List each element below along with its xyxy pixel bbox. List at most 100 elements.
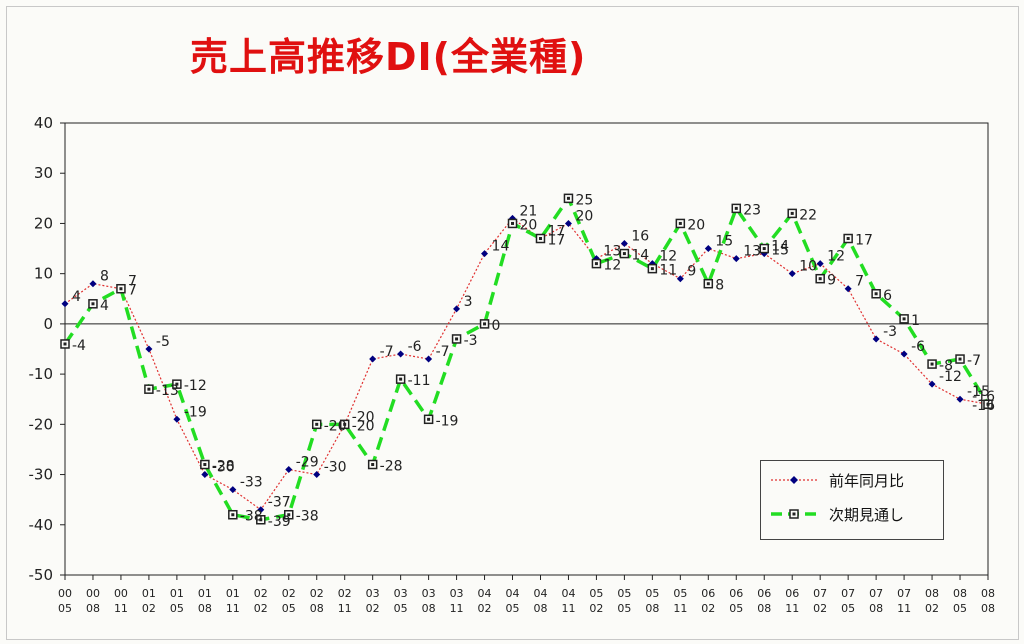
series-1-data-label: 8 xyxy=(100,269,109,285)
series-1-data-label: 13 xyxy=(743,244,761,260)
series-2-data-label: 0 xyxy=(492,318,501,334)
series-1-data-label: 13 xyxy=(603,244,621,260)
series-2-point-center xyxy=(678,221,682,225)
series-1-data-label: 3 xyxy=(464,294,473,310)
series-2-point-center xyxy=(427,417,431,421)
x-tick-label-year: 07 xyxy=(897,587,911,600)
series-1-point xyxy=(61,300,69,308)
x-tick-label-month: 08 xyxy=(981,602,995,615)
series-1-data-label: -29 xyxy=(296,455,319,471)
series-1-data-label: -7 xyxy=(436,344,450,360)
series-1-point xyxy=(872,335,880,343)
series-2-data-label: -7 xyxy=(967,353,981,369)
x-tick-label-month: 11 xyxy=(561,602,575,615)
x-tick-label-month: 11 xyxy=(338,602,352,615)
x-tick-label-month: 05 xyxy=(953,602,967,615)
series-2-data-label: 22 xyxy=(799,207,817,223)
x-tick-label-month: 05 xyxy=(282,602,296,615)
x-tick-label-year: 08 xyxy=(981,587,995,600)
series-1-data-label: 10 xyxy=(799,259,817,275)
series-1-point xyxy=(397,350,405,358)
series-2-data-label: 4 xyxy=(100,298,109,314)
series-2-point-center xyxy=(231,513,235,517)
series-1-point xyxy=(732,255,740,263)
x-tick-label-year: 05 xyxy=(617,587,631,600)
series-1-data-label: 17 xyxy=(547,224,565,240)
series-1-data-label: -37 xyxy=(268,495,291,511)
series-1-data-label: -3 xyxy=(883,324,897,340)
x-tick-label-month: 11 xyxy=(114,602,128,615)
series-1-point xyxy=(173,415,181,423)
y-tick-label: -10 xyxy=(29,365,54,383)
series-1-point xyxy=(956,395,964,403)
x-tick-label-year: 08 xyxy=(925,587,939,600)
y-tick-label: -50 xyxy=(29,566,54,584)
series-1-data-label: 7 xyxy=(128,274,137,290)
series-2-data-label: 20 xyxy=(687,217,705,233)
series-2-point-center xyxy=(287,513,291,517)
series-1-data-label: 9 xyxy=(687,264,696,280)
series-2-point-center xyxy=(259,518,263,522)
x-tick-label-year: 05 xyxy=(645,587,659,600)
series-1-point xyxy=(928,380,936,388)
x-tick-label-month: 08 xyxy=(757,602,771,615)
series-2-data-label: 6 xyxy=(883,288,892,304)
series-2-data-label: -8 xyxy=(939,358,953,374)
series-1-point xyxy=(229,486,237,494)
series-2-point-center xyxy=(371,463,375,467)
series-1-data-label: -12 xyxy=(939,369,962,385)
series-2-data-label: -19 xyxy=(436,413,459,429)
x-tick-label-month: 08 xyxy=(533,602,547,615)
series-1-point xyxy=(257,506,265,514)
x-tick-label-year: 03 xyxy=(450,587,464,600)
x-tick-label-year: 06 xyxy=(757,587,771,600)
series-2-data-label: 20 xyxy=(520,217,538,233)
series-2-point-center xyxy=(315,422,319,426)
series-2-data-label: -13 xyxy=(156,383,179,399)
x-tick-label-month: 11 xyxy=(226,602,240,615)
y-tick-label: 20 xyxy=(34,214,53,232)
series-2-point-center xyxy=(203,463,207,467)
x-tick-label-year: 07 xyxy=(813,587,827,600)
x-tick-label-month: 05 xyxy=(58,602,72,615)
series-1-point xyxy=(704,245,712,253)
series-2-point-center xyxy=(63,342,67,346)
series-1-data-label: 14 xyxy=(771,239,789,255)
series-1-data-label: -30 xyxy=(212,460,235,476)
series-2-point-center xyxy=(455,337,459,341)
x-tick-label-month: 05 xyxy=(506,602,520,615)
series-2-point-center xyxy=(986,402,990,406)
x-tick-label-month: 02 xyxy=(478,602,492,615)
series-2-data-label: 17 xyxy=(547,233,565,249)
x-tick-label-year: 07 xyxy=(841,587,855,600)
series-2-point-center xyxy=(930,362,934,366)
series-2-point-center xyxy=(622,252,626,256)
series-2-data-label: 14 xyxy=(631,248,649,264)
series-2-data-label: -28 xyxy=(380,459,403,475)
series-2-point-center xyxy=(119,287,123,291)
series-1-data-label: 7 xyxy=(855,274,864,290)
series-2-data-label: 12 xyxy=(603,258,621,274)
series-2-point-center xyxy=(958,357,962,361)
series-1-point xyxy=(900,350,908,358)
x-tick-label-month: 02 xyxy=(925,602,939,615)
series-1-data-label: -16 xyxy=(972,389,995,405)
x-tick-label-year: 00 xyxy=(114,587,128,600)
series-2-point-center xyxy=(343,422,347,426)
x-tick-label-month: 11 xyxy=(785,602,799,615)
x-tick-label-year: 06 xyxy=(785,587,799,600)
x-tick-label-month: 08 xyxy=(645,602,659,615)
x-tick-label-year: 01 xyxy=(170,587,184,600)
series-2-data-label: -4 xyxy=(72,338,86,354)
legend-swatch-series-2 xyxy=(771,509,817,519)
legend-label-series-2: 次期見通し xyxy=(829,505,905,524)
series-2-point-center xyxy=(399,377,403,381)
series-2-point-center xyxy=(175,382,179,386)
x-tick-label-month: 02 xyxy=(142,602,156,615)
x-tick-label-month: 08 xyxy=(198,602,212,615)
series-2-point-center xyxy=(846,237,850,241)
series-1-point xyxy=(816,260,824,268)
legend-item-series-1: 前年同月比 xyxy=(769,469,904,491)
series-2-data-label: -39 xyxy=(268,514,291,530)
series-2-data-label: 15 xyxy=(771,243,789,259)
